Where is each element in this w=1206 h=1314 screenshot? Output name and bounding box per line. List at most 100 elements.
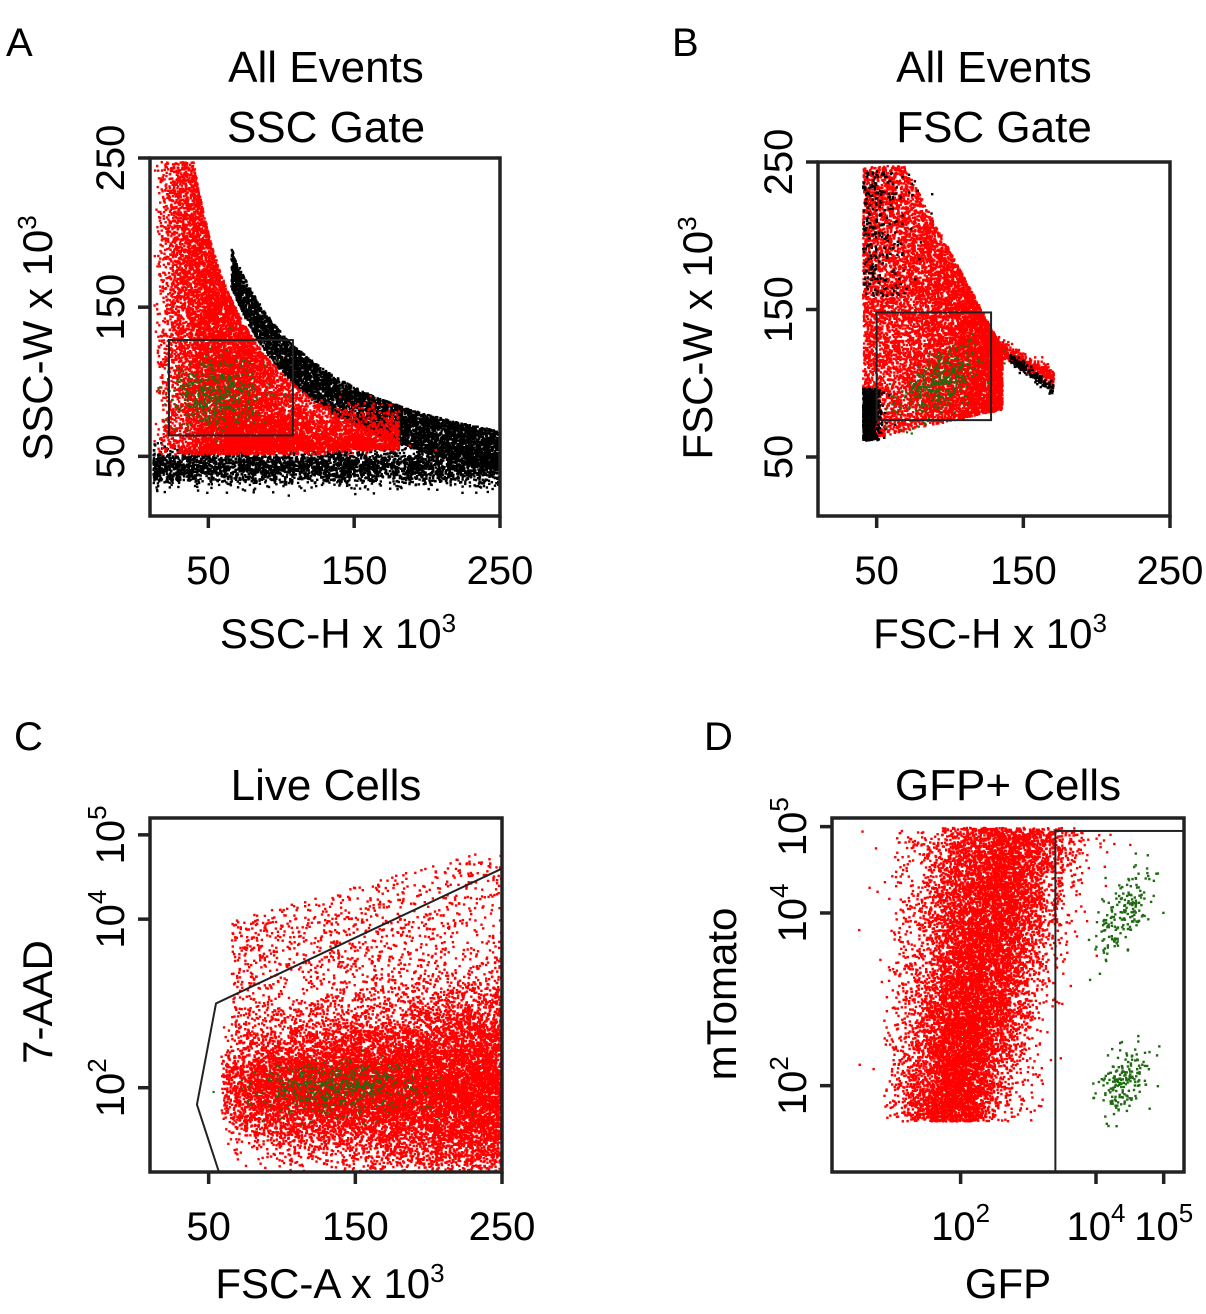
event-black [405, 429, 407, 431]
event-black [322, 368, 324, 370]
event-black [246, 308, 248, 310]
event-black [269, 330, 271, 332]
event-black [254, 330, 256, 332]
event-black [290, 375, 292, 377]
event-black [405, 411, 407, 413]
event-black [232, 281, 234, 283]
event-black [435, 418, 437, 420]
event-black [230, 258, 232, 260]
event-black [311, 360, 313, 362]
event-black [343, 407, 345, 409]
event-black [326, 378, 328, 380]
event-black [385, 406, 387, 408]
panel-letter-a: A [6, 21, 33, 65]
event-black [409, 409, 411, 411]
event-black [259, 330, 261, 332]
event-black [239, 267, 241, 269]
event-black [280, 347, 282, 349]
event-black [303, 384, 305, 386]
event-black [419, 421, 421, 423]
event-black [231, 276, 233, 278]
event-black [240, 280, 242, 282]
event-black [350, 401, 352, 403]
event-black [428, 429, 430, 431]
event-black [359, 395, 361, 397]
event-black [286, 373, 288, 375]
event-black [314, 380, 316, 382]
event-black [425, 417, 427, 419]
event-black [472, 425, 474, 427]
event-black [462, 424, 464, 426]
event-black [378, 398, 380, 400]
event-black [450, 437, 452, 439]
event-black [399, 405, 401, 407]
event-black [492, 430, 494, 432]
event-black [276, 344, 278, 346]
event-black [314, 398, 316, 400]
event-black [280, 362, 282, 364]
event-black [329, 380, 331, 382]
event-black [333, 380, 335, 382]
event-black [327, 399, 329, 401]
event-black [496, 431, 498, 433]
event-black [338, 385, 340, 387]
event-black [476, 441, 478, 443]
event-black [429, 432, 431, 434]
event-black [474, 425, 476, 427]
event-black [433, 417, 435, 419]
event-black [282, 370, 284, 372]
event-black [331, 392, 333, 394]
event-black [440, 430, 442, 432]
event-black [266, 346, 268, 348]
event-black [231, 278, 233, 280]
event-black [456, 443, 458, 445]
event-black [346, 392, 348, 394]
event-black [344, 394, 346, 396]
event-black [341, 390, 343, 392]
event-black [235, 293, 237, 295]
event-black [324, 401, 326, 403]
event-black [333, 382, 335, 384]
event-black [427, 414, 429, 416]
event-black [249, 293, 251, 295]
event-black [345, 387, 347, 389]
event-black [408, 428, 410, 430]
event-black [278, 333, 280, 335]
event-black [243, 312, 245, 314]
event-black [251, 300, 253, 302]
event-black [366, 392, 368, 394]
event-black [452, 423, 454, 425]
event-black [277, 356, 279, 358]
event-black [289, 348, 291, 350]
event-black [262, 345, 264, 347]
event-black [278, 336, 280, 338]
event-black [307, 371, 309, 373]
event-black [329, 378, 331, 380]
event-black [375, 404, 377, 406]
event-black [266, 351, 268, 353]
event-black [231, 266, 233, 268]
event-black [476, 426, 478, 428]
event-black [234, 261, 236, 263]
event-black [244, 317, 246, 319]
event-black [270, 342, 272, 344]
event-black [253, 298, 255, 300]
event-black [236, 296, 238, 298]
event-black [324, 393, 326, 395]
event-black [261, 311, 263, 313]
event-black [307, 382, 309, 384]
panel-a-points [152, 161, 500, 497]
event-black [323, 397, 325, 399]
event-black [406, 424, 408, 426]
event-black [452, 421, 454, 423]
event-black [349, 386, 351, 388]
event-black [468, 426, 470, 428]
event-black [350, 397, 352, 399]
event-black [443, 420, 445, 422]
event-black [435, 416, 437, 418]
event-black [455, 451, 457, 453]
event-black [468, 440, 470, 442]
event-black [332, 395, 334, 397]
event-black [254, 311, 256, 313]
event-black [455, 437, 457, 439]
